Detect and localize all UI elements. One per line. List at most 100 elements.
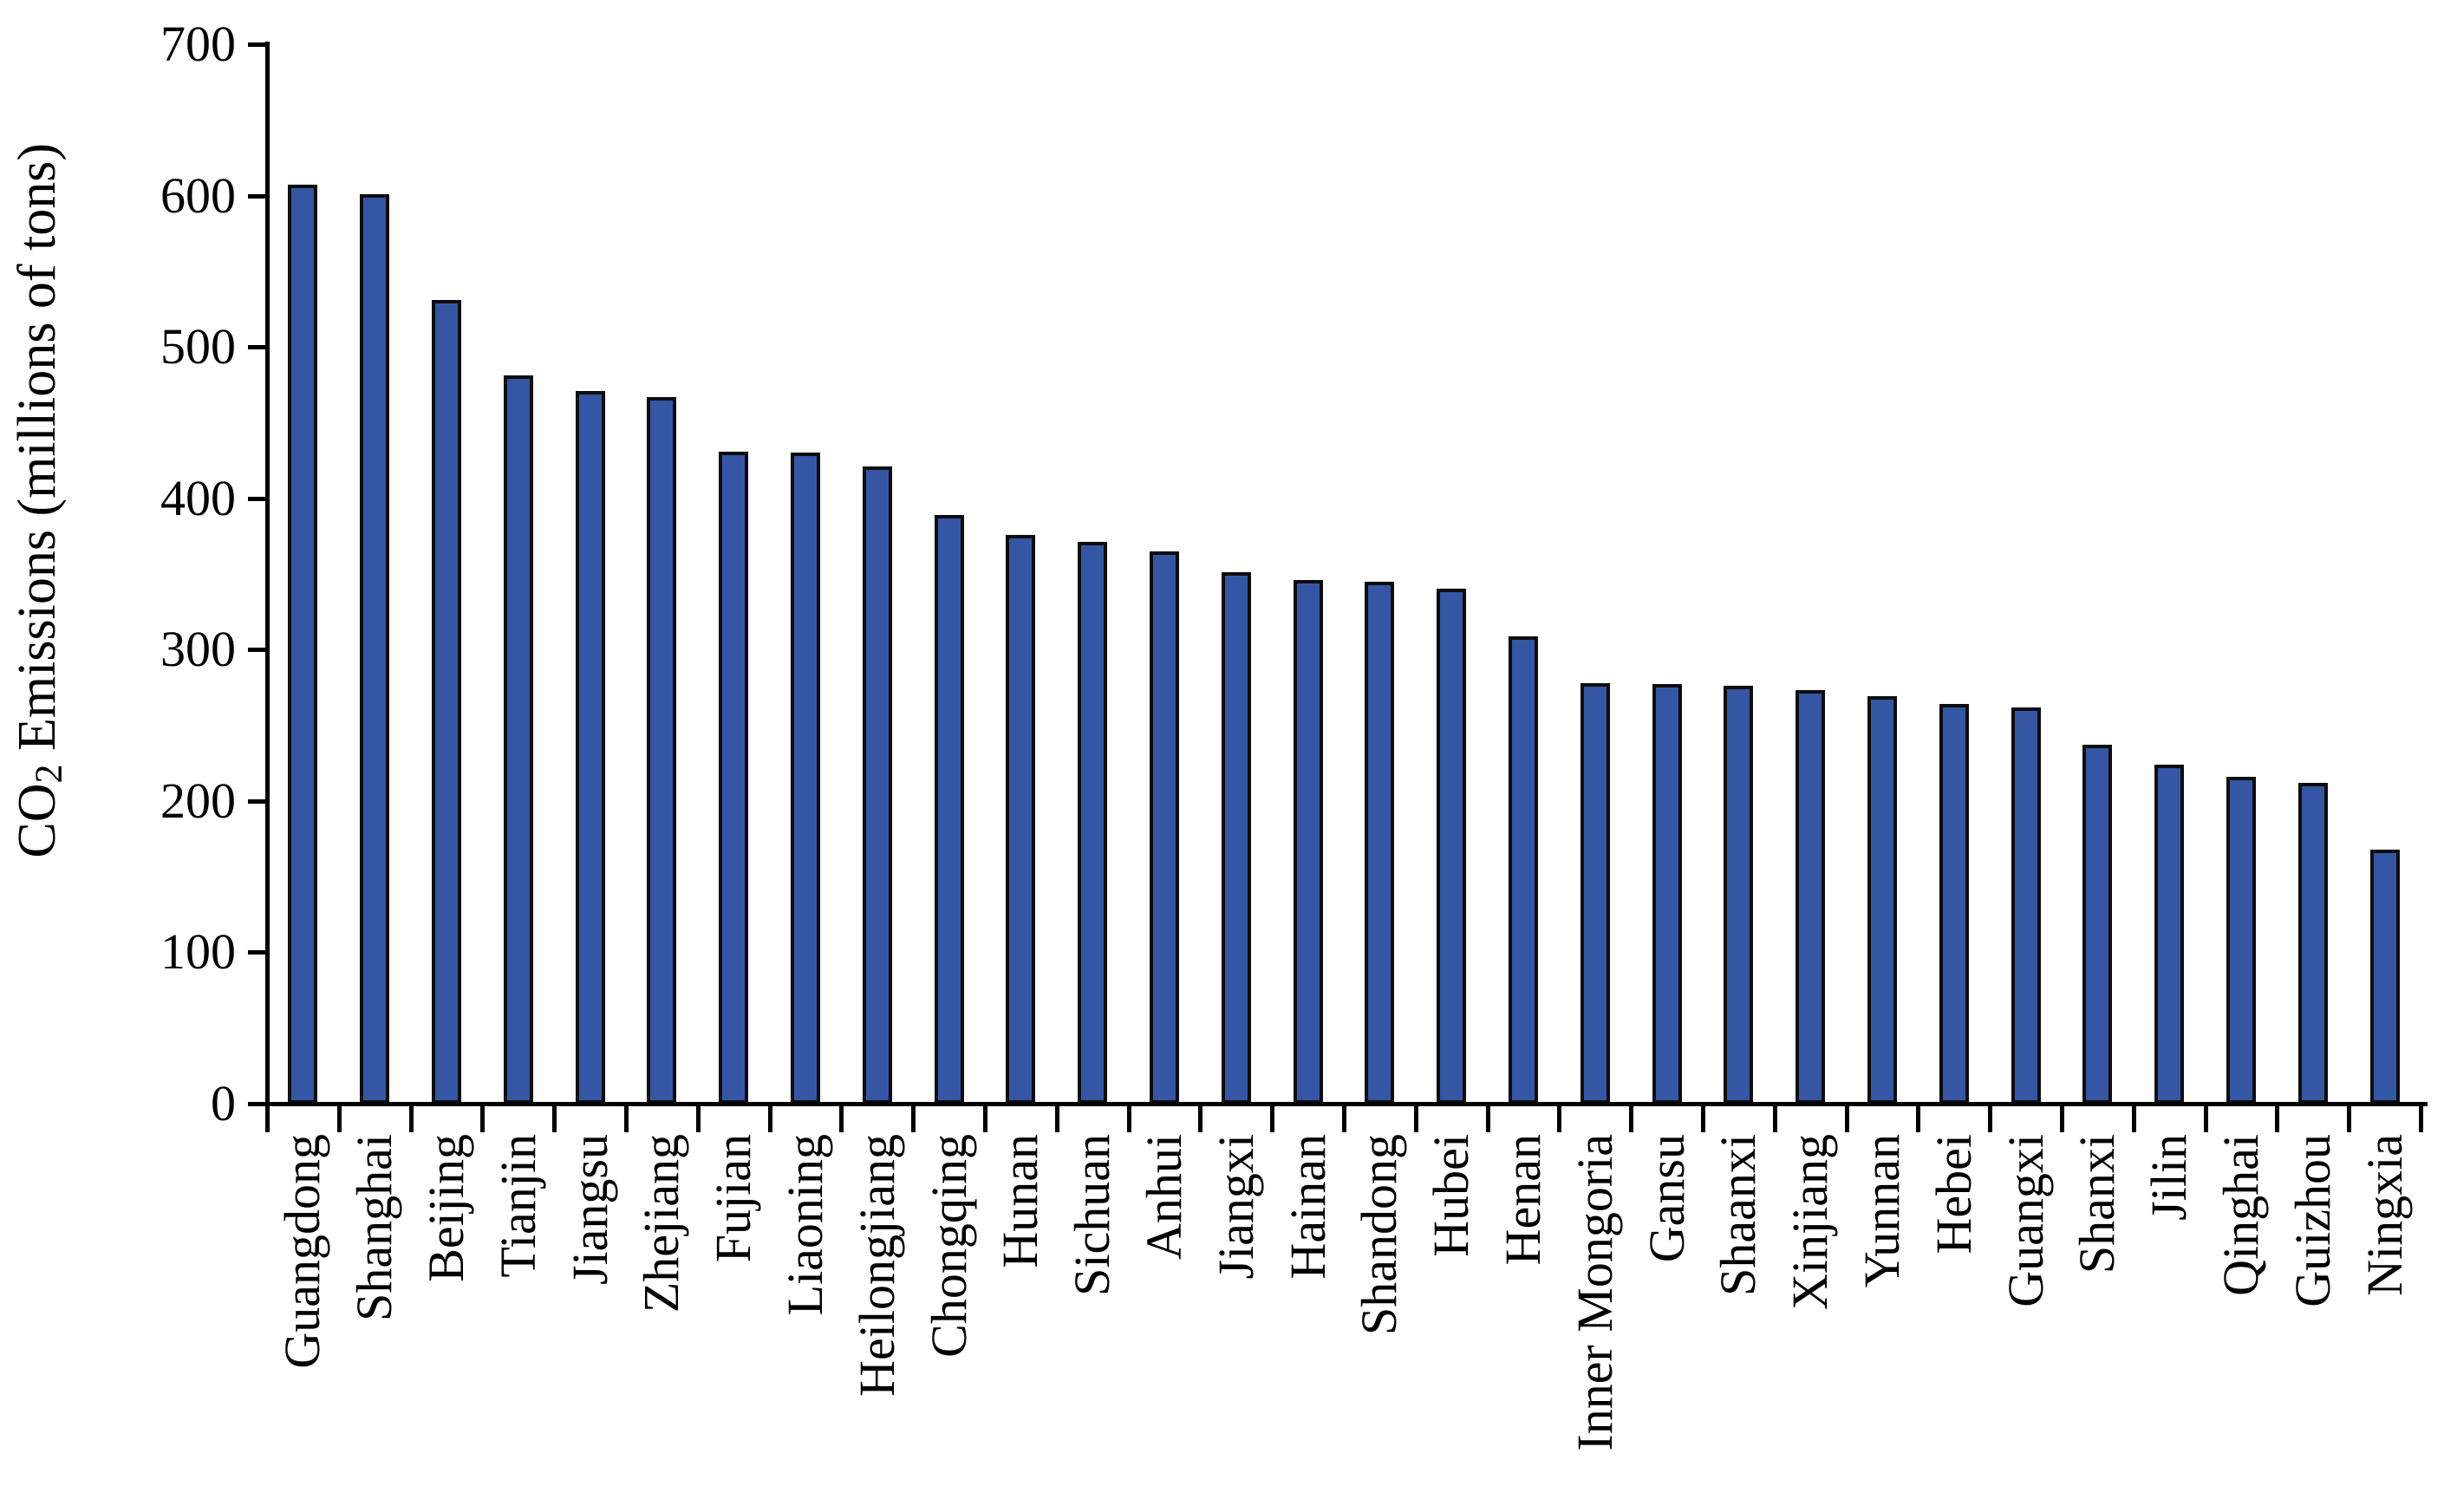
x-category-label-tianjin: Tianjin	[490, 1134, 546, 1278]
y-tick-label: 600	[160, 166, 236, 224]
bar-liaoning	[791, 453, 820, 1104]
x-tick-mark	[911, 1104, 916, 1132]
x-tick-mark	[2060, 1104, 2064, 1132]
x-category-label-jilin: Jilin	[2141, 1134, 2197, 1221]
y-tick-label: 0	[211, 1075, 236, 1131]
x-tick-mark	[839, 1104, 844, 1132]
bar-tianjin	[504, 375, 533, 1104]
x-category-label-shanxi: Shanxi	[2069, 1134, 2125, 1274]
bar-hubei	[1437, 589, 1466, 1104]
x-tick-mark	[1988, 1104, 1993, 1132]
x-tick-mark	[1485, 1104, 1490, 1132]
x-tick-mark	[1270, 1104, 1275, 1132]
x-category-label-xinjiang: Xinjiang	[1782, 1134, 1838, 1310]
y-tick-mark	[248, 42, 267, 47]
bar-ningxia	[2370, 850, 2400, 1104]
bar-jiangxi	[1222, 572, 1251, 1104]
x-tick-mark	[2347, 1104, 2352, 1132]
bar-yunnan	[1867, 696, 1897, 1104]
bar-qinghai	[2226, 777, 2256, 1104]
bar-fujian	[719, 452, 748, 1104]
x-category-label-guangdong: Guangdong	[274, 1134, 330, 1369]
x-tick-mark	[1772, 1104, 1777, 1132]
x-category-label-heilongjiang: Heilongjiang	[849, 1134, 905, 1397]
x-category-label-hunan: Hunan	[992, 1134, 1048, 1268]
x-tick-mark	[1342, 1104, 1346, 1132]
bar-henan	[1509, 636, 1538, 1104]
x-tick-mark	[408, 1104, 414, 1132]
x-category-label-gansu: Gansu	[1639, 1134, 1695, 1263]
bar-hainan	[1294, 580, 1323, 1104]
x-category-label-guizhou: Guizhou	[2284, 1134, 2341, 1307]
x-tick-mark	[2131, 1104, 2136, 1132]
y-tick-mark	[248, 798, 267, 804]
x-tick-mark	[336, 1104, 342, 1132]
x-category-label-jiangsu: Jiangsu	[562, 1134, 618, 1285]
x-category-label-hainan: Hainan	[1280, 1134, 1336, 1280]
bar-shanxi	[2082, 745, 2112, 1104]
y-tick-label: 300	[160, 621, 236, 678]
bar-anhui	[1150, 551, 1179, 1104]
x-category-label-inner-mongoria: Inner Mongoria	[1567, 1134, 1623, 1451]
x-tick-mark	[624, 1104, 629, 1132]
x-category-label-qinghai: Qinghai	[2213, 1134, 2269, 1296]
x-tick-mark	[1413, 1104, 1418, 1132]
x-category-label-anhui: Anhui	[1136, 1134, 1192, 1260]
y-tick-label: 400	[160, 469, 236, 526]
bar-beijing	[432, 300, 461, 1104]
y-tick-mark	[248, 1102, 267, 1106]
x-tick-mark	[265, 1104, 270, 1132]
bar-hebei	[1939, 704, 1969, 1104]
bar-heilongjiang	[863, 466, 892, 1104]
x-tick-mark	[767, 1104, 772, 1132]
x-category-label-fujian: Fujian	[705, 1134, 761, 1263]
x-tick-mark	[1126, 1104, 1131, 1132]
bar-zhejiang	[647, 397, 676, 1104]
y-tick-mark	[248, 950, 267, 955]
x-axis-line	[265, 1102, 2428, 1106]
x-tick-mark	[983, 1104, 987, 1132]
x-category-label-ningxia: Ningxia	[2356, 1134, 2413, 1296]
bar-chongqing	[935, 515, 964, 1104]
x-category-label-shaanxi: Shaanxi	[1710, 1134, 1766, 1296]
x-tick-mark	[1198, 1104, 1203, 1132]
x-tick-mark	[695, 1104, 701, 1132]
bar-guizhou	[2298, 783, 2328, 1104]
y-tick-mark	[248, 496, 267, 501]
x-category-label-henan: Henan	[1495, 1134, 1551, 1266]
bar-shandong	[1365, 582, 1394, 1104]
y-tick-mark	[248, 193, 267, 199]
x-category-label-shandong: Shandong	[1351, 1134, 1407, 1335]
bar-guangxi	[2011, 707, 2041, 1104]
y-tick-label: 700	[160, 16, 236, 72]
x-tick-mark	[1557, 1104, 1562, 1132]
y-tick-mark	[248, 648, 267, 653]
x-category-label-hebei: Hebei	[1926, 1134, 1982, 1255]
x-category-label-shanghai: Shanghai	[346, 1134, 402, 1321]
bar-hunan	[1006, 535, 1035, 1104]
x-tick-mark	[2419, 1104, 2423, 1132]
x-tick-mark	[552, 1104, 557, 1132]
x-category-label-liaoning: Liaoning	[777, 1134, 833, 1316]
x-category-label-sichuan: Sichuan	[1064, 1134, 1120, 1296]
bar-shaanxi	[1724, 686, 1753, 1104]
x-category-label-jiangxi: Jiangxi	[1208, 1134, 1264, 1280]
x-category-label-chongqing: Chongqing	[921, 1134, 977, 1358]
bar-shanghai	[360, 194, 389, 1104]
bar-xinjiang	[1796, 690, 1825, 1104]
x-tick-mark	[1054, 1104, 1059, 1132]
y-tick-mark	[248, 345, 267, 350]
x-tick-mark	[480, 1104, 486, 1132]
x-tick-mark	[1629, 1104, 1634, 1132]
bar-guangdong	[288, 185, 317, 1104]
bar-jiangsu	[576, 391, 605, 1104]
x-category-label-hubei: Hubei	[1423, 1134, 1479, 1257]
bar-gansu	[1652, 684, 1682, 1104]
y-tick-label: 100	[160, 923, 236, 981]
x-tick-mark	[1701, 1104, 1705, 1132]
y-tick-label: 200	[160, 772, 236, 829]
x-category-label-zhejiang: Zhejiang	[633, 1134, 689, 1313]
x-category-label-beijing: Beijing	[418, 1134, 474, 1282]
bar-inner-mongoria	[1580, 683, 1610, 1104]
